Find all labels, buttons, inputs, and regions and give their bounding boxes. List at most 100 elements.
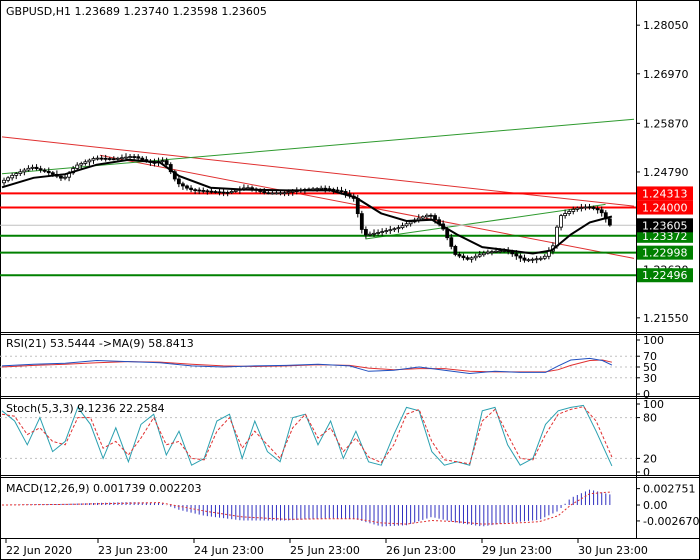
bull-candle <box>485 251 490 254</box>
bull-candle <box>388 229 393 232</box>
bull-candle <box>481 252 486 256</box>
resistance-label: 1.24000 <box>642 202 688 215</box>
bear-candle <box>359 213 364 230</box>
trend-line-green <box>1 118 635 175</box>
bear-candle <box>607 218 612 226</box>
macd-axis: 0.002751 0.00 -0.002670 <box>636 483 699 528</box>
bull-candle <box>526 259 531 262</box>
stochastic-tick-label: 100 <box>643 398 664 411</box>
bull-candle <box>26 167 31 171</box>
bull-candle <box>75 164 80 169</box>
price-tick-label: 1.25870 <box>643 117 689 130</box>
price-tick-label: 1.26970 <box>643 68 689 81</box>
bull-candle <box>63 176 67 179</box>
bear-candle <box>522 257 527 261</box>
resistance-label-bg <box>637 200 693 215</box>
bull-candle <box>233 189 238 192</box>
bull-candle <box>530 258 535 261</box>
rsi-header: RSI(21) 53.5444 ->MA(9) 58.8413 <box>6 337 194 350</box>
bull-candle <box>368 233 372 236</box>
bull-candle <box>473 255 478 259</box>
bear-candle <box>172 171 177 180</box>
bull-candle <box>563 213 568 217</box>
bear-candle <box>111 158 116 161</box>
bull-candle <box>282 192 287 195</box>
bear-candle <box>449 237 454 247</box>
bear-candle <box>42 169 47 172</box>
moving-average-line <box>1 158 613 255</box>
bull-candle <box>575 207 580 210</box>
bear-candle <box>164 160 169 165</box>
rsi-tick-label: 50 <box>643 361 657 374</box>
bear-candle <box>453 245 458 255</box>
bull-candle <box>128 156 132 158</box>
bull-candle <box>567 211 572 214</box>
bull-candle <box>115 157 120 160</box>
pane-borders <box>0 0 700 539</box>
bull-candle <box>91 158 96 161</box>
macd-plot <box>1 489 612 527</box>
bear-candle <box>99 157 104 160</box>
time-tick-label: 24 Jun 23:00 <box>194 544 264 557</box>
bull-candle <box>6 177 10 181</box>
macd-signal-line <box>1 491 612 525</box>
rsi-tick-label: 30 <box>643 372 657 385</box>
bear-candle <box>181 183 185 187</box>
bear-candle <box>140 157 145 161</box>
bull-candle <box>87 159 92 163</box>
bear-candle <box>209 190 214 193</box>
bull-candle <box>30 166 35 169</box>
macd-tick-label: 0.00 <box>643 499 668 512</box>
bull-candle <box>95 157 100 160</box>
bear-candle <box>185 185 189 189</box>
macd-tick-label: -0.002670 <box>643 515 699 528</box>
time-tick-label: 23 Jun 23:00 <box>98 544 168 557</box>
resistance-label-bg <box>637 186 693 201</box>
bull-candle <box>538 257 543 260</box>
support-label: 1.23372 <box>642 230 688 243</box>
bear-candle <box>339 190 344 193</box>
support-label-bg <box>637 268 693 283</box>
bull-candle <box>571 208 576 212</box>
bull-candle <box>494 250 498 253</box>
rsi-tick-label: 100 <box>643 334 664 347</box>
bull-candle <box>583 206 588 209</box>
bear-candle <box>132 156 137 158</box>
rsi-line <box>1 357 613 375</box>
bull-candle <box>559 215 563 228</box>
bear-candle <box>225 191 230 194</box>
bear-candle <box>514 253 519 257</box>
bull-candle <box>420 216 425 219</box>
stochastic-tick-label: 0 <box>643 466 650 479</box>
support-label: 1.22496 <box>642 269 688 282</box>
price-plot <box>0 118 636 277</box>
bear-candle <box>262 191 267 194</box>
time-tick-label: 29 Jun 23:00 <box>482 544 552 557</box>
bull-candle <box>14 173 19 176</box>
bear-candle <box>193 189 198 192</box>
bull-candle <box>290 190 295 193</box>
bear-candle <box>136 156 141 159</box>
bear-candle <box>599 209 604 214</box>
bull-candle <box>22 169 27 173</box>
bear-candle <box>107 158 112 160</box>
bear-candle <box>221 191 226 194</box>
bear-candle <box>335 189 340 192</box>
bear-candle <box>34 166 39 170</box>
bear-candle <box>457 254 462 257</box>
stochastic-d-line <box>1 406 613 465</box>
bear-candle <box>103 157 108 160</box>
price-tick-label: 1.21550 <box>643 312 689 325</box>
stochastic-k-line <box>1 404 613 467</box>
bull-candle <box>160 160 165 163</box>
macd-tick-label: 0.002751 <box>643 483 696 496</box>
bear-candle <box>323 187 328 190</box>
bull-candle <box>424 214 429 218</box>
price-level-labels: 1.24313 1.24000 1.23372 1.22998 1.22496 1.236… <box>637 186 693 283</box>
trend-line-red <box>1 136 635 207</box>
bear-candle <box>355 198 360 215</box>
bull-candle <box>384 230 389 233</box>
